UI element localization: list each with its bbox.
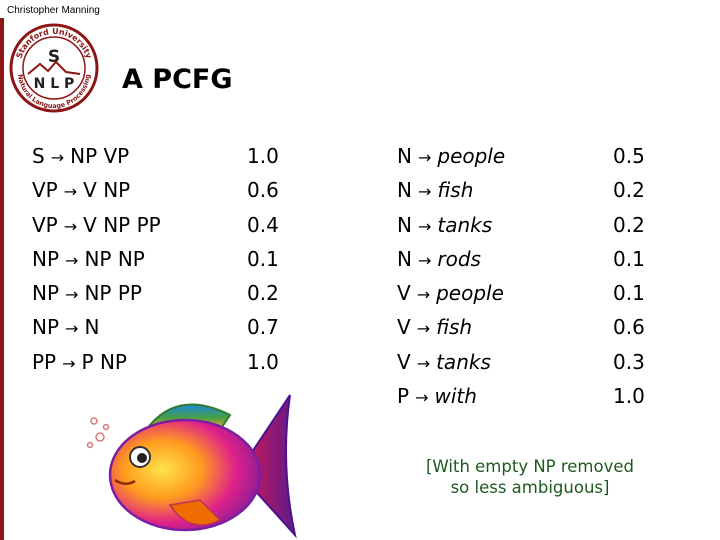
rule-probability: 1.0 [247, 144, 279, 168]
grammar-rule: VP → V NP [32, 173, 161, 207]
grammar-rule: NP → NP PP [32, 276, 161, 310]
rule-probability: 0.1 [247, 246, 279, 271]
page-title: A PCFG [122, 64, 233, 95]
rule-probability: 0.2 [613, 178, 645, 203]
grammar-rule: VP → V NP PP [32, 208, 161, 242]
arrow-icon: → [416, 285, 431, 305]
rule-probability: 0.1 [613, 246, 645, 271]
rule-lhs: NP [32, 246, 60, 271]
arrow-icon: → [417, 148, 432, 167]
right-rules-column: N → people N → fish N → tanks N → rods V → people V → fis… [397, 139, 505, 413]
rule-probability: 0.4 [247, 212, 279, 237]
grammar-rule: V → fish [397, 310, 505, 344]
rule-rhs: NP NP [84, 246, 145, 271]
rule-rhs: P NP [81, 349, 127, 374]
grammar-rule: PP → P NP [32, 345, 161, 379]
arrow-icon: → [65, 285, 79, 305]
arrow-icon: → [416, 319, 431, 339]
rule-lhs: N [397, 178, 412, 203]
rule-lhs: V [397, 315, 411, 340]
grammar-rule: N → fish [397, 173, 505, 207]
arrow-icon: → [62, 353, 76, 373]
grammar-rule: V → tanks [397, 345, 505, 379]
left-accent-bar [0, 18, 4, 540]
rule-rhs: fish [436, 315, 473, 340]
rule-rhs: tanks [437, 212, 493, 237]
right-probs-column: 0.5 0.2 0.2 0.1 0.1 0.6 0.3 1.0 [613, 139, 645, 413]
rule-probability: 0.7 [247, 315, 279, 340]
rule-rhs: tanks [436, 349, 491, 374]
rule-rhs: V NP [83, 178, 131, 203]
rule-lhs: VP [32, 212, 58, 237]
rule-rhs: NP VP [70, 144, 130, 168]
arrow-icon: → [417, 182, 432, 202]
rule-probability: 0.2 [613, 212, 645, 237]
arrow-icon: → [417, 250, 432, 270]
rule-lhs: N [397, 212, 412, 237]
rule-lhs: PP [32, 349, 57, 374]
left-probs-column: 1.0 0.6 0.4 0.1 0.2 0.7 1.0 [247, 139, 279, 379]
rule-probability: 1.0 [613, 384, 645, 409]
rule-rhs: people [436, 281, 504, 306]
note-text: [With empty NP removed so less ambiguous… [416, 456, 644, 498]
rule-rhs: with [434, 384, 477, 409]
rule-lhs: P [397, 384, 410, 409]
rule-probability: 0.3 [613, 349, 645, 374]
arrow-icon: → [417, 216, 432, 236]
rule-rhs: rods [437, 246, 481, 271]
rule-lhs: V [397, 349, 411, 374]
arrow-icon: → [63, 216, 78, 236]
rule-probability: 0.5 [613, 144, 645, 168]
rule-probability: 0.6 [247, 178, 279, 203]
rule-probability: 0.6 [613, 315, 645, 340]
arrow-icon: → [50, 148, 65, 167]
rule-rhs: fish [437, 178, 474, 203]
rule-lhs: VP [32, 178, 58, 203]
seal-center-text: N L P [34, 76, 75, 92]
grammar-rule: N → tanks [397, 208, 505, 242]
grammar-rule: N → people [397, 139, 505, 173]
note-line-2: so less ambiguous] [450, 478, 610, 497]
author-label: Christopher Manning [7, 5, 100, 16]
grammar-rule: S → NP VP [32, 139, 161, 173]
rule-rhs: V NP PP [83, 212, 161, 237]
grammar-rule: P → with [397, 379, 505, 413]
rule-rhs: N [84, 315, 100, 340]
stanford-nlp-seal-icon: Stanford University Natural Language Pro… [9, 23, 99, 113]
rule-lhs: NP [32, 315, 60, 340]
rule-lhs: S [32, 144, 45, 168]
rule-lhs: N [397, 246, 412, 271]
arrow-icon: → [416, 353, 431, 373]
left-rules-column: S → NP VP VP → V NP VP → V NP PP NP → NP NP NP → NP PP… [32, 139, 161, 379]
grammar-rule: N → rods [397, 242, 505, 276]
rule-probability: 0.2 [247, 281, 279, 306]
rule-rhs: NP PP [84, 281, 142, 306]
rule-lhs: NP [32, 281, 60, 306]
rule-rhs: people [437, 144, 506, 168]
grammar-rule: NP → N [32, 310, 161, 344]
arrow-icon: → [65, 319, 79, 339]
arrow-icon: → [65, 250, 79, 270]
grammar-rule: NP → NP NP [32, 242, 161, 276]
arrow-icon: → [415, 388, 429, 408]
arrow-icon: → [63, 182, 78, 202]
fish-illustration-icon [86, 394, 297, 539]
note-line-1: [With empty NP removed [426, 457, 634, 476]
rule-lhs: V [397, 281, 411, 306]
rule-probability: 0.1 [613, 281, 645, 306]
rule-probability: 1.0 [247, 349, 279, 374]
rule-lhs: N [397, 144, 412, 168]
grammar-rule: V → people [397, 276, 505, 310]
